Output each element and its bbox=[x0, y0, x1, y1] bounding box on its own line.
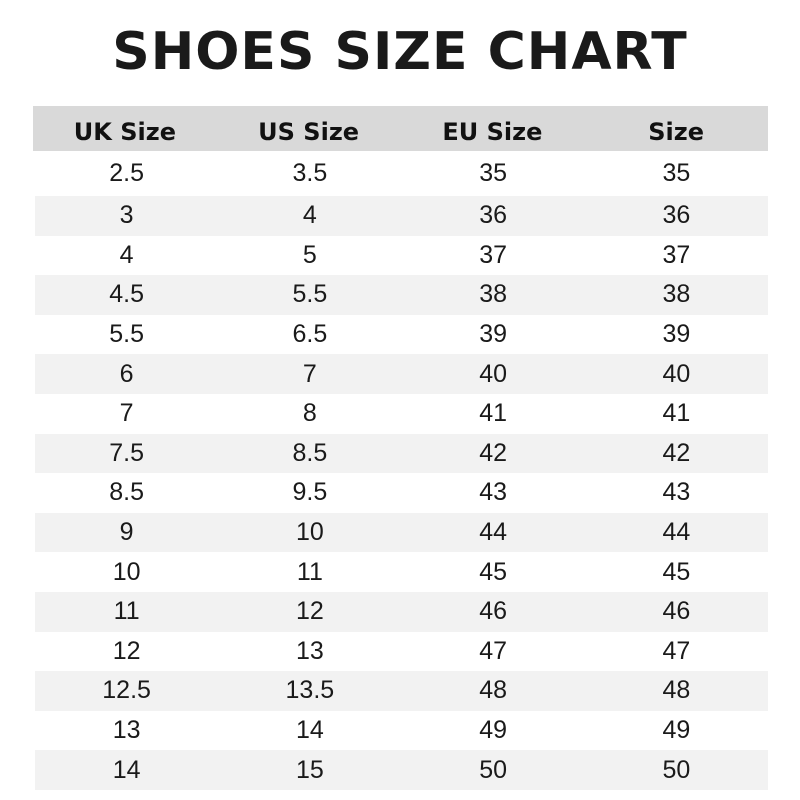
cell-us-size: 12 bbox=[295, 597, 324, 626]
cell-us-size: 8 bbox=[302, 399, 317, 428]
cell-size: 37 bbox=[662, 240, 691, 269]
cell-us-size: 13.5 bbox=[285, 676, 335, 705]
cell-eu-size: 35 bbox=[479, 159, 508, 187]
table-body: 2.5 3.5 35 35 3 4 36 36 4 5 37 37 4.5 5.5 38 38 5.5 6.5 39… bbox=[33, 151, 768, 790]
cell-uk-size: 6 bbox=[119, 359, 134, 388]
cell-uk-size: 9 bbox=[119, 518, 134, 547]
cell-size: 48 bbox=[662, 676, 691, 705]
cell-eu-size: 45 bbox=[479, 557, 508, 586]
cell-us-size: 4 bbox=[302, 201, 317, 230]
cell-uk-size: 4.5 bbox=[109, 280, 144, 309]
cell-us-size: 10 bbox=[295, 518, 324, 547]
cell-size: 45 bbox=[662, 557, 691, 586]
cell-uk-size: 12 bbox=[112, 636, 141, 665]
cell-size: 35 bbox=[662, 159, 691, 187]
cell-uk-size: 2.5 bbox=[109, 159, 144, 187]
cell-eu-size: 48 bbox=[479, 676, 508, 705]
cell-uk-size: 7.5 bbox=[109, 438, 144, 467]
table-row: 14 15 50 50 bbox=[35, 750, 768, 790]
cell-us-size: 8.5 bbox=[292, 438, 328, 467]
cell-size: 47 bbox=[662, 636, 691, 665]
cell-uk-size: 10 bbox=[112, 557, 141, 586]
cell-us-size: 14 bbox=[295, 716, 324, 745]
cell-uk-size: 12.5 bbox=[102, 676, 151, 705]
table-row: 12 13 47 47 bbox=[35, 632, 768, 672]
cell-eu-size: 43 bbox=[479, 478, 508, 507]
cell-eu-size: 50 bbox=[479, 755, 508, 784]
cell-eu-size: 42 bbox=[479, 438, 508, 467]
cell-eu-size: 49 bbox=[479, 716, 508, 745]
header-eu-size: EU Size bbox=[442, 117, 543, 146]
cell-size: 42 bbox=[662, 438, 691, 467]
cell-us-size: 15 bbox=[295, 755, 324, 784]
cell-uk-size: 3 bbox=[119, 201, 134, 230]
cell-size: 44 bbox=[662, 518, 691, 547]
table-row: 7 8 41 41 bbox=[35, 394, 768, 434]
cell-eu-size: 40 bbox=[479, 359, 508, 388]
cell-size: 39 bbox=[662, 320, 691, 349]
cell-us-size: 11 bbox=[296, 557, 323, 586]
header-uk-size: UK Size bbox=[73, 117, 176, 146]
cell-size: 40 bbox=[662, 359, 691, 388]
table-row: 12.5 13.5 48 48 bbox=[35, 671, 768, 711]
table-row: 11 12 46 46 bbox=[35, 591, 768, 632]
table-row: 4.5 5.5 38 38 bbox=[35, 275, 768, 315]
size-table: UK Size US Size EU Size Size 2.5 3.5 35 35 3… bbox=[33, 106, 768, 790]
cell-eu-size: 39 bbox=[479, 320, 508, 349]
cell-uk-size: 8.5 bbox=[109, 478, 144, 507]
header-size: Size bbox=[648, 117, 704, 146]
cell-us-size: 5 bbox=[302, 240, 317, 269]
cell-us-size: 9.5 bbox=[292, 478, 328, 507]
cell-size: 41 bbox=[662, 399, 691, 428]
cell-size: 43 bbox=[662, 478, 691, 507]
cell-size: 50 bbox=[662, 755, 691, 784]
cell-size: 36 bbox=[662, 201, 691, 230]
cell-eu-size: 47 bbox=[479, 636, 508, 665]
cell-eu-size: 41 bbox=[479, 399, 508, 428]
table-row: 10 11 45 45 bbox=[35, 552, 768, 592]
cell-uk-size: 4 bbox=[119, 240, 134, 269]
table-row: 6 7 40 40 bbox=[35, 354, 768, 394]
table-row: 5.5 6.5 39 39 bbox=[35, 315, 768, 355]
cell-us-size: 7 bbox=[302, 359, 317, 388]
cell-uk-size: 11 bbox=[113, 597, 140, 626]
cell-us-size: 5.5 bbox=[292, 280, 328, 309]
cell-us-size: 13 bbox=[295, 636, 324, 665]
table-row: 9 10 44 44 bbox=[35, 512, 768, 553]
cell-uk-size: 7 bbox=[119, 399, 134, 428]
table-row: 2.5 3.5 35 35 bbox=[35, 151, 768, 196]
cell-eu-size: 46 bbox=[479, 597, 508, 626]
header-us-size: US Size bbox=[258, 117, 360, 146]
cell-size: 49 bbox=[662, 716, 691, 745]
page-title: SHOES SIZE CHART bbox=[112, 22, 688, 82]
cell-eu-size: 37 bbox=[479, 240, 508, 269]
cell-uk-size: 5.5 bbox=[109, 320, 144, 349]
cell-uk-size: 14 bbox=[112, 755, 141, 784]
table-header: UK Size US Size EU Size Size bbox=[33, 106, 768, 151]
table-row: 7.5 8.5 42 42 bbox=[35, 433, 768, 474]
table-row: 3 4 36 36 bbox=[35, 196, 768, 236]
table-row: 4 5 37 37 bbox=[35, 236, 768, 276]
cell-uk-size: 13 bbox=[112, 716, 141, 745]
cell-us-size: 6.5 bbox=[292, 320, 328, 349]
cell-size: 38 bbox=[662, 280, 691, 309]
cell-eu-size: 36 bbox=[479, 201, 508, 230]
cell-eu-size: 44 bbox=[479, 518, 508, 547]
cell-us-size: 3.5 bbox=[292, 159, 328, 187]
cell-eu-size: 38 bbox=[479, 280, 508, 309]
table-row: 13 14 49 49 bbox=[35, 711, 768, 751]
table-row: 8.5 9.5 43 43 bbox=[35, 473, 768, 513]
cell-size: 46 bbox=[662, 597, 691, 626]
